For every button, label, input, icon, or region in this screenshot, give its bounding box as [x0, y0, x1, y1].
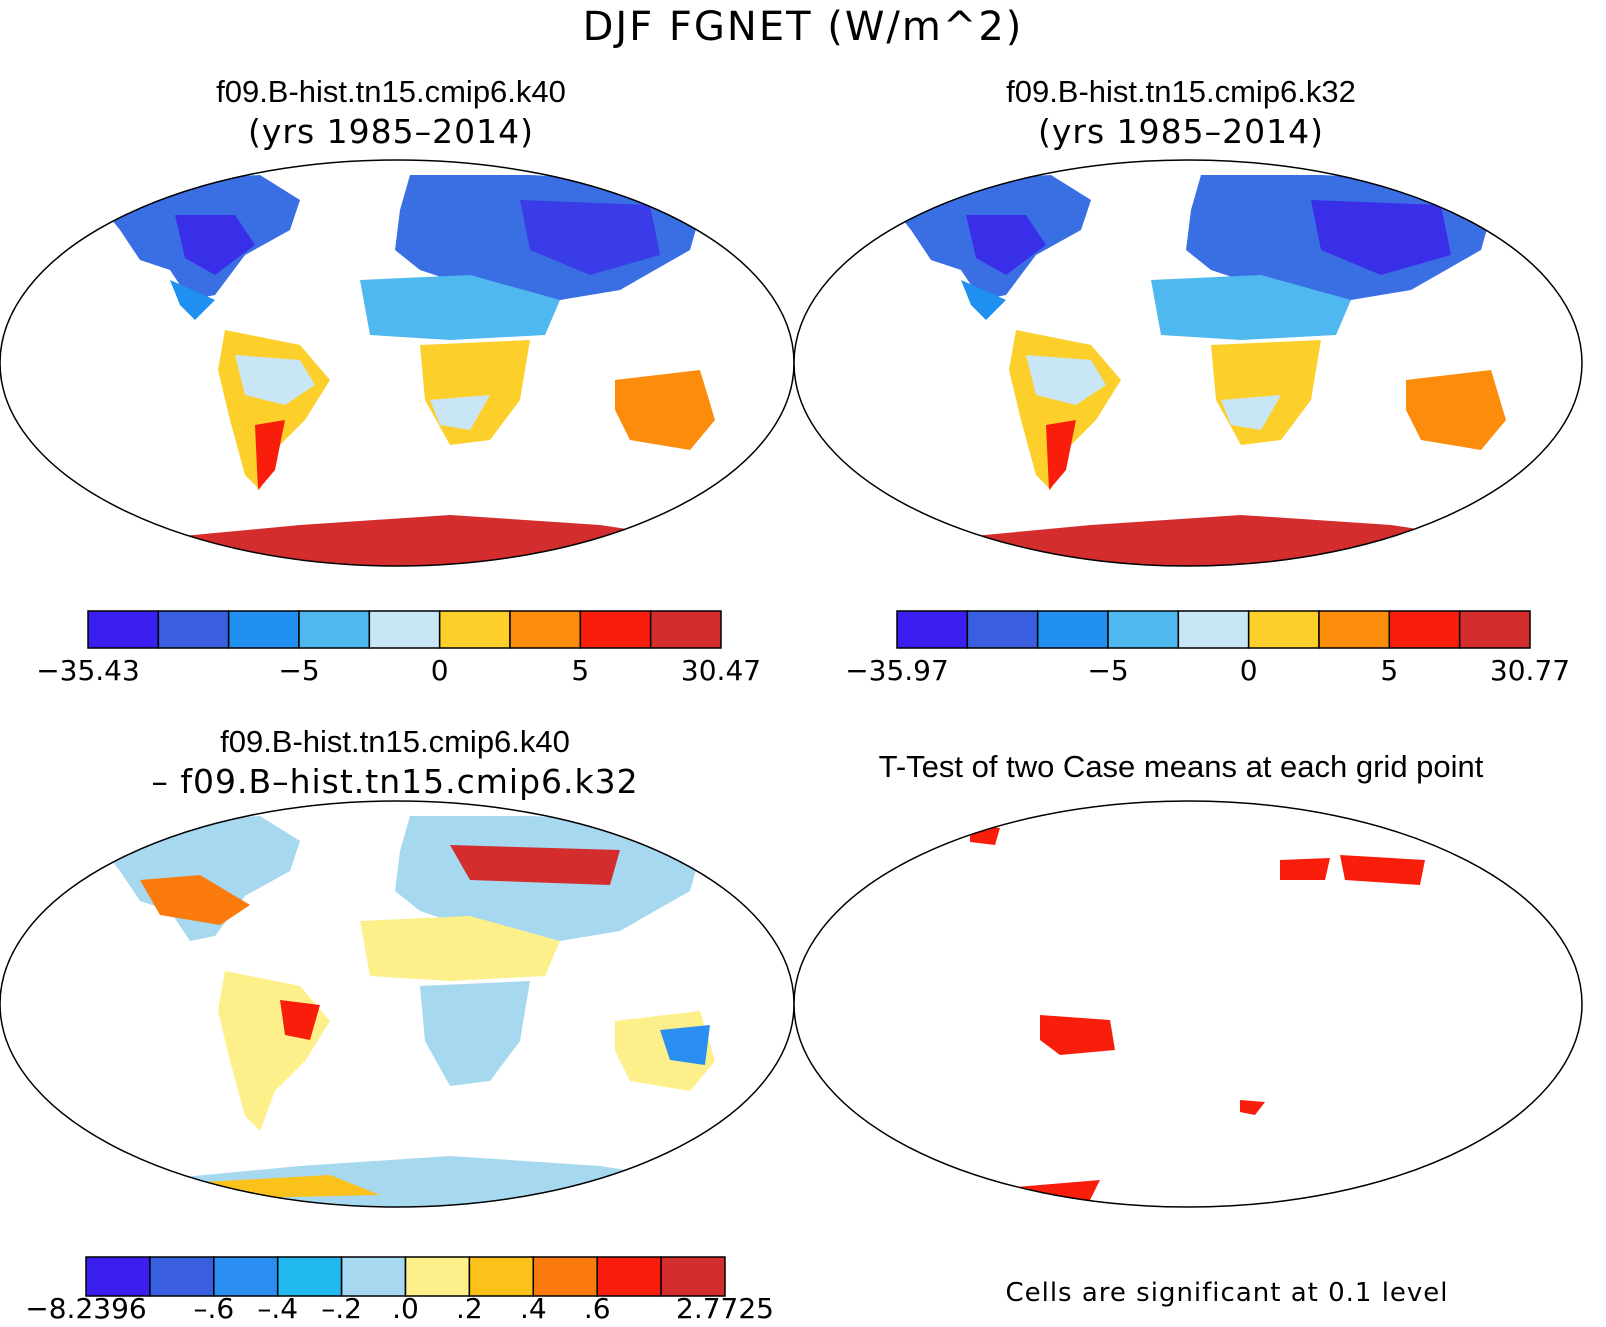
cb3-tick-label: .2: [456, 1292, 483, 1325]
panel-4-sig-asia: [1340, 855, 1425, 885]
panel-4-significance-note: Cells are significant at 0.1 level: [1005, 1278, 1449, 1308]
cb3-tick-label: –.6: [193, 1292, 235, 1325]
panel-2-siberia-core: [1311, 200, 1451, 275]
panel-3-title: f09.B-hist.tn15.cmip6.k40: [220, 724, 570, 759]
panel-1-sahara: [360, 275, 560, 340]
cb2-tick-label: 5: [1380, 654, 1399, 687]
panel-1-subtitle: (yrs 1985–2014): [248, 112, 534, 151]
panel-4-sig-europe: [1280, 858, 1330, 880]
cb3-tick-label: −8.2396: [25, 1292, 147, 1325]
panel-3-map: [0, 800, 795, 1208]
panel-1-siberia-core: [520, 200, 660, 275]
panel-1-central-america: [170, 280, 215, 320]
colorbar-3: [85, 1256, 726, 1297]
panel-2-amazon: [1026, 355, 1106, 405]
cb1-swatch: [157, 610, 230, 649]
cb3-swatch: [213, 1256, 279, 1297]
cb2-swatch: [1458, 610, 1531, 649]
panel-1-land-fills: [100, 175, 720, 566]
panel-4-significance-fills: [970, 825, 1425, 1202]
panel-1-map: [0, 159, 795, 567]
cb2-swatch: [1318, 610, 1391, 649]
panel-4-title: T-Test of two Case means at each grid po…: [878, 749, 1484, 784]
panel-1-title: f09.B-hist.tn15.cmip6.k40: [216, 74, 566, 109]
cb1-tick-label: 5: [571, 654, 590, 687]
cb2-swatch: [966, 610, 1039, 649]
cb3-swatch: [660, 1256, 726, 1297]
cb1-swatch: [649, 610, 722, 649]
cb3-swatch: [596, 1256, 662, 1297]
cb3-tick-label: –.4: [257, 1292, 299, 1325]
figure-title: DJF FGNET (W/m^2): [582, 4, 1024, 50]
panel-4-sig-south-africa: [1240, 1100, 1265, 1115]
cb1-tick-label: −5: [278, 654, 320, 687]
panel-2-map: [793, 159, 1583, 567]
panel-4-sig-south-america: [1040, 1015, 1115, 1055]
cb2-tick-label: 0: [1239, 654, 1258, 687]
cb3-swatch: [532, 1256, 598, 1297]
panel-2-sahara: [1151, 275, 1351, 340]
panel-2-central-america: [961, 280, 1006, 320]
panel-2-title: f09.B-hist.tn15.cmip6.k32: [1006, 74, 1356, 109]
cb1-tick-label: 30.47: [680, 654, 762, 687]
cb3-tick-label: .6: [583, 1292, 611, 1325]
cb1-swatch: [227, 610, 300, 649]
panel-3-subtitle: – f09.B–hist.tn15.cmip6.k32: [151, 762, 639, 801]
panel-1-southern-africa: [430, 395, 490, 430]
cb1-swatch: [298, 610, 371, 649]
panel-3-australia-cool: [660, 1025, 710, 1065]
panel-2-subtitle: (yrs 1985–2014): [1038, 112, 1324, 151]
cb3-swatch: [276, 1256, 343, 1297]
cb3-swatch: [85, 1256, 151, 1297]
panel-1-australia: [615, 370, 715, 450]
cb2-tick-label: −35.97: [845, 654, 949, 687]
cb2-tick-label: 30.77: [1489, 654, 1571, 687]
panel-1-patagonia: [255, 420, 285, 490]
cb3-tick-label: .4: [519, 1292, 547, 1325]
cb1-swatch: [438, 610, 511, 649]
panel-1-amazon: [235, 355, 315, 405]
cb2-swatch: [896, 610, 969, 649]
panel-4-globe-border: [793, 800, 1583, 1208]
cb3-tick-label: –.2: [321, 1292, 362, 1325]
panel-2-southern-africa: [1221, 395, 1281, 430]
cb2-swatch: [1177, 610, 1250, 649]
panel-4-globe-outline: [794, 801, 1582, 1207]
panel-1-north-america-core: [175, 215, 255, 275]
cb1-swatch: [368, 610, 441, 649]
panel-3-eurasia-warm: [450, 845, 620, 885]
panel-2-australia: [1406, 370, 1506, 450]
cb1-swatch: [579, 610, 652, 649]
cb3-tick-label: 2.7725: [676, 1292, 774, 1325]
cb1-tick-label: 0: [430, 654, 449, 687]
cb2-swatch: [1107, 610, 1180, 649]
cb3-swatch: [404, 1256, 471, 1297]
colorbar-2: [896, 610, 1531, 649]
cb2-swatch: [1247, 610, 1320, 649]
cb2-swatch: [1036, 610, 1109, 649]
panel-4-map: [793, 800, 1583, 1208]
cb3-swatch: [149, 1256, 215, 1297]
cb2-swatch: [1388, 610, 1461, 649]
cb1-tick-label: −35.43: [36, 654, 140, 687]
panel-3-brazil-warm: [280, 1000, 320, 1040]
panel-2-north-america-core: [966, 215, 1046, 275]
cb2-tick-label: −5: [1087, 654, 1129, 687]
cb3-tick-label: .0: [392, 1292, 419, 1325]
panel-2-patagonia: [1046, 420, 1076, 490]
cb1-swatch: [509, 610, 582, 649]
panel-3-sahara: [360, 916, 560, 981]
cb3-swatch: [468, 1256, 535, 1297]
panel-2-land-fills: [891, 175, 1511, 566]
panel-3-africa: [420, 981, 530, 1086]
colorbar-1: [87, 610, 722, 649]
cb1-swatch: [87, 610, 160, 649]
panel-2-globe-border: [793, 159, 1583, 567]
panel-3-north-america-warm: [140, 875, 250, 925]
panel-4-sig-canada: [970, 825, 1000, 845]
cb3-swatch: [340, 1256, 407, 1297]
